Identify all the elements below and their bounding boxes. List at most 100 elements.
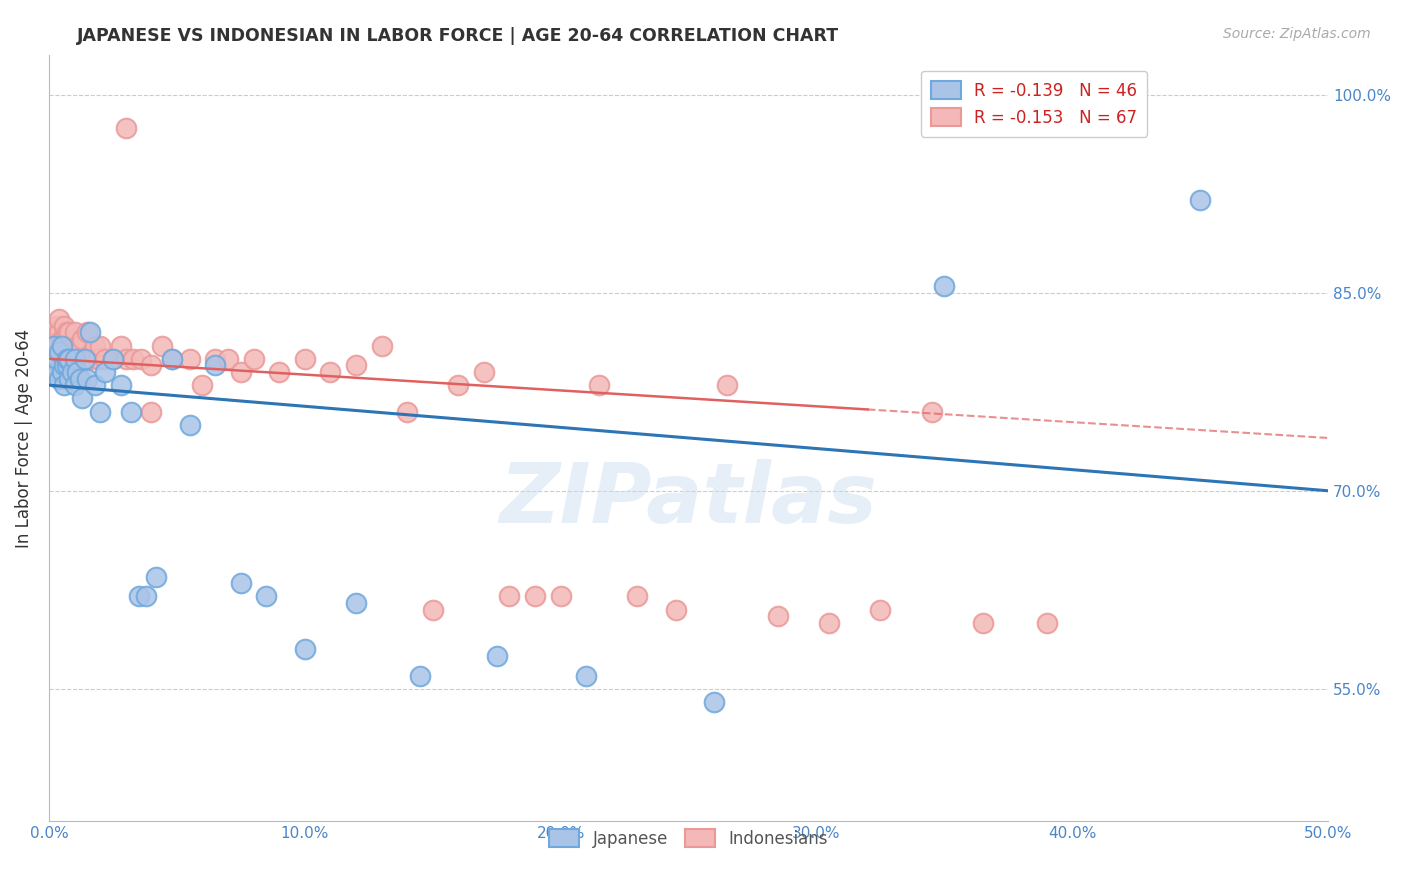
Point — [626, 590, 648, 604]
Text: Source: ZipAtlas.com: Source: ZipAtlas.com — [1223, 27, 1371, 41]
Point — [48, 312, 70, 326]
Text: ZIPatlas: ZIPatlas — [499, 458, 877, 540]
Point — [56, 359, 79, 373]
Point — [150, 338, 173, 352]
Point — [921, 404, 943, 418]
Point — [69, 338, 91, 352]
Point — [60, 365, 83, 379]
Point — [229, 365, 252, 379]
Point — [42, 332, 65, 346]
Point — [269, 365, 291, 379]
Point — [141, 404, 163, 418]
Point — [42, 338, 65, 352]
Point — [45, 318, 67, 333]
Point — [498, 590, 520, 604]
Point — [160, 351, 183, 366]
Point — [82, 345, 104, 359]
Point — [58, 326, 80, 340]
Point — [204, 351, 226, 366]
Point — [89, 404, 111, 418]
Point — [242, 351, 264, 366]
Point — [485, 648, 508, 663]
Point — [53, 332, 76, 346]
Point — [51, 338, 73, 352]
Point — [703, 695, 725, 709]
Point — [51, 332, 73, 346]
Point — [179, 351, 201, 366]
Point — [41, 351, 63, 366]
Point — [229, 576, 252, 591]
Point — [135, 590, 157, 604]
Point — [422, 602, 444, 616]
Point — [53, 318, 76, 333]
Point — [56, 351, 79, 366]
Point — [84, 338, 107, 352]
Point — [447, 378, 470, 392]
Point — [122, 351, 145, 366]
Point — [76, 326, 98, 340]
Point — [294, 642, 316, 657]
Point — [86, 351, 108, 366]
Point — [73, 351, 96, 366]
Point — [1189, 194, 1212, 208]
Point — [53, 378, 76, 392]
Point — [66, 338, 89, 352]
Point — [204, 359, 226, 373]
Point — [524, 590, 547, 604]
Point — [60, 338, 83, 352]
Point — [56, 338, 79, 352]
Point — [63, 351, 86, 366]
Point — [818, 615, 841, 630]
Point — [48, 371, 70, 385]
Point — [319, 365, 342, 379]
Point — [69, 371, 91, 385]
Point — [63, 326, 86, 340]
Point — [179, 417, 201, 432]
Point — [129, 351, 152, 366]
Point — [472, 365, 495, 379]
Point — [409, 668, 432, 682]
Point — [716, 378, 738, 392]
Point — [344, 359, 367, 373]
Point — [66, 365, 89, 379]
Point — [94, 365, 117, 379]
Point — [63, 378, 86, 392]
Point — [254, 590, 277, 604]
Point — [1035, 615, 1057, 630]
Point — [48, 326, 70, 340]
Point — [79, 326, 101, 340]
Point — [45, 326, 67, 340]
Point — [48, 345, 70, 359]
Text: JAPANESE VS INDONESIAN IN LABOR FORCE | AGE 20-64 CORRELATION CHART: JAPANESE VS INDONESIAN IN LABOR FORCE | … — [77, 27, 839, 45]
Point — [370, 338, 392, 352]
Point — [42, 338, 65, 352]
Point — [396, 404, 419, 418]
Point — [191, 378, 214, 392]
Y-axis label: In Labor Force | Age 20-64: In Labor Force | Age 20-64 — [15, 328, 32, 548]
Point — [141, 359, 163, 373]
Point — [41, 338, 63, 352]
Point — [70, 332, 93, 346]
Point — [145, 569, 167, 583]
Point — [665, 602, 688, 616]
Point — [766, 609, 789, 624]
Point — [63, 338, 86, 352]
Point — [114, 120, 136, 135]
Point — [51, 338, 73, 352]
Point — [79, 351, 101, 366]
Point — [114, 351, 136, 366]
Point — [110, 338, 132, 352]
Point — [110, 378, 132, 392]
Point — [101, 351, 124, 366]
Point — [73, 351, 96, 366]
Point — [101, 351, 124, 366]
Point — [42, 359, 65, 373]
Point — [89, 338, 111, 352]
Point — [56, 326, 79, 340]
Point — [972, 615, 994, 630]
Point — [294, 351, 316, 366]
Point — [160, 351, 183, 366]
Point — [70, 392, 93, 406]
Point — [45, 365, 67, 379]
Point — [94, 351, 117, 366]
